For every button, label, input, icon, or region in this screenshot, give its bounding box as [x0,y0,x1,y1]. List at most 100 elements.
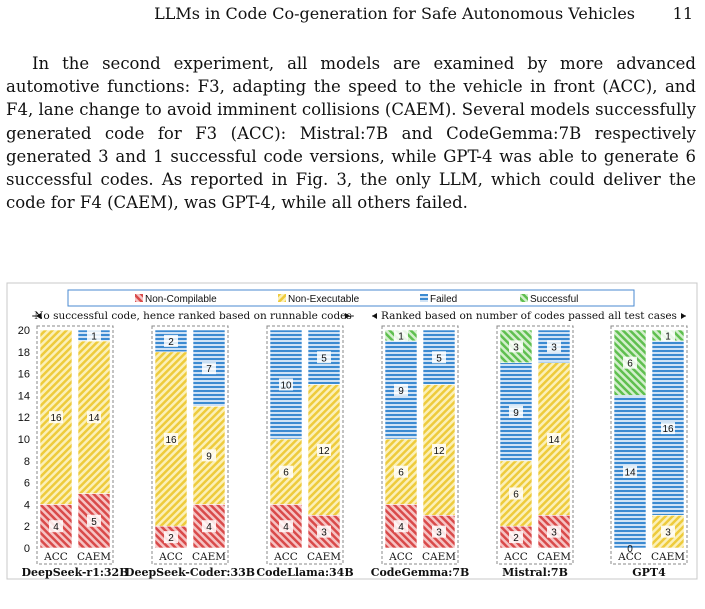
data-label-bg [509,405,523,418]
data-label: 6 [398,468,404,479]
data-label-bg [661,329,675,342]
model-group: 14 6 ACC 3 16 1 CAEM GPT4 [610,325,688,579]
model-group: 2 16 2 ACC 4 9 7 CAEM DeepSeek-Coder:33B [125,325,255,579]
data-label-bg [202,449,216,462]
data-label: 1 [91,331,97,342]
model-group: 4 6 10 ACC 3 12 5 CAEM CodeLlama:34B [256,325,354,579]
data-label-bg [317,351,331,364]
paragraph-text: In the second experiment, all models are… [6,54,696,213]
legend-label: Non-Executable [288,294,360,305]
data-label: 3 [436,528,442,539]
model-label: GPT4 [632,566,666,579]
data-label-bg [509,487,523,500]
data-label: 3 [513,342,519,353]
bar-segment [537,329,571,364]
bar-label: ACC [503,551,528,563]
data-label-bg [509,531,523,544]
data-label-bg [547,525,561,538]
data-label: 9 [513,408,519,419]
data-label: 4 [398,522,404,533]
data-label-bg [509,340,523,353]
data-label: 4 [206,522,212,533]
data-label: 10 [280,381,292,392]
model-label: CodeLlama:34B [256,566,353,579]
data-label: 6 [627,359,633,370]
annotation-arrowhead [36,313,41,319]
data-label: 2 [168,337,174,348]
data-label-bg [279,465,293,478]
y-tick-label: 2 [24,521,30,533]
data-label-bg [202,520,216,533]
data-label: 0 [627,544,633,555]
data-label: 7 [206,364,212,375]
data-label-bg [623,465,637,478]
model-group: 2 6 9 3 ACC 3 14 3 CAEM Mistral:7B [496,325,574,579]
data-label-bg [164,433,178,445]
data-label: 9 [398,386,404,397]
annotation-text: Ranked based on number of codes passed a… [381,310,677,322]
annotation-arrowhead [372,313,377,319]
data-label: 1 [665,331,671,342]
data-label-bg [432,351,446,364]
data-label-bg [317,443,331,456]
y-tick-label: 10 [18,434,30,446]
legend-label: Failed [430,294,457,305]
data-label-bg [164,531,178,544]
y-tick-label: 8 [24,456,30,468]
data-label: 12 [433,446,445,457]
data-label: 9 [206,451,212,462]
annotation-arrowhead [345,313,350,319]
data-label-bg [623,356,637,369]
bar-label: ACC [43,551,68,563]
data-label: 16 [165,435,177,446]
legend-label: Non-Compilable [145,294,217,305]
data-label: 12 [318,446,330,457]
data-label-bg [279,520,293,533]
data-label: 2 [168,533,174,544]
y-tick-label: 20 [18,325,30,337]
data-label-bg [547,340,561,353]
data-label: 2 [513,533,519,544]
data-label: 4 [283,522,289,533]
bar-label: ACC [617,551,642,563]
legend-box [67,289,635,307]
data-label: 3 [665,528,671,539]
y-tick-label: 18 [18,347,30,359]
data-label: 16 [50,413,62,424]
y-tick-label: 12 [18,412,30,424]
data-label-bg [661,422,675,435]
bar-label: CAEM [422,551,456,563]
plot-area: 416ACC5141CAEMDeepSeek-r1:32B2162ACC497C… [21,325,688,579]
y-tick-label: 0 [24,543,30,555]
data-label: 6 [283,468,289,479]
data-label-bg [87,411,101,424]
data-label-bg [432,525,446,538]
data-label-bg [394,329,408,342]
data-label: 14 [88,413,100,424]
data-label-bg [87,514,101,527]
bar-label: ACC [273,551,298,563]
data-label: 14 [624,468,636,479]
bar-segment [422,515,456,549]
data-label: 3 [551,342,557,353]
body-paragraph: In the second experiment, all models are… [6,52,696,214]
data-label-bg [394,520,408,533]
legend-label: Successful [530,294,578,305]
model-label: Mistral:7B [502,566,568,579]
data-label-bg [394,465,408,478]
annotations: No successful code, hence ranked based o… [32,310,686,322]
data-label-bg [164,334,178,347]
data-label: 5 [91,517,97,528]
legend-swatch [278,294,286,302]
data-label-bg [49,520,63,533]
data-label: 4 [53,522,59,533]
legend-swatch [520,294,528,302]
data-label-bg [202,362,216,375]
bar-label: ACC [158,551,183,563]
stacked-bar-chart: Non-Compilable Non-Executable Failed Succes… [6,282,698,580]
data-label: 16 [662,424,674,435]
group-dashed-box [36,325,114,565]
bar-label: CAEM [77,551,111,563]
bar-segment [537,362,571,516]
y-tick-label: 4 [24,499,30,511]
